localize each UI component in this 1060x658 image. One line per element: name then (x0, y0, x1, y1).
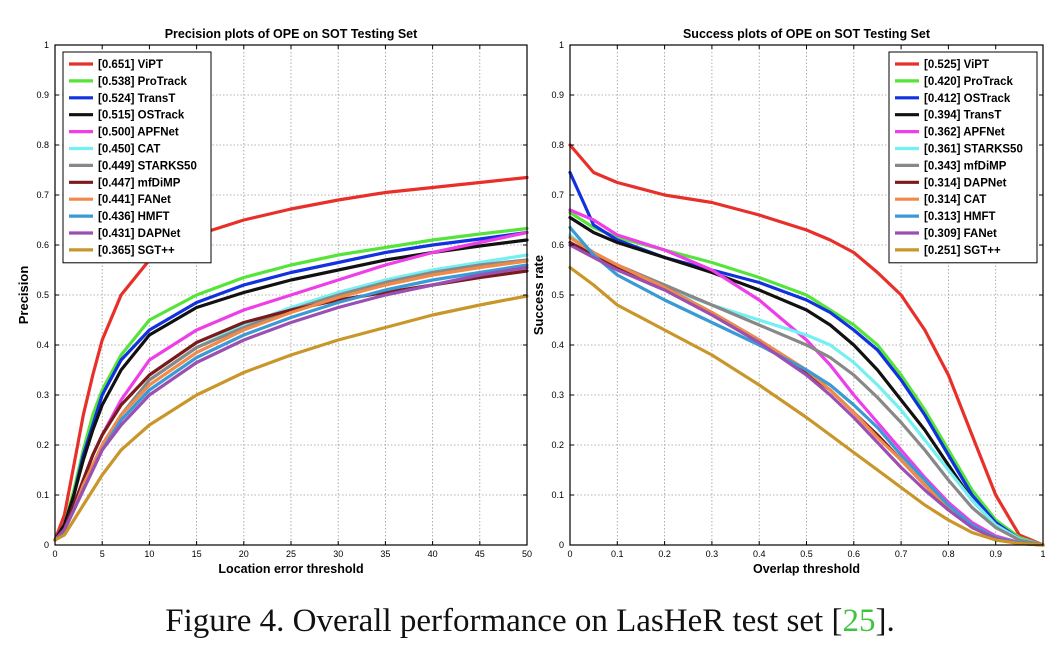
y-tick-label: 0.3 (36, 390, 49, 400)
x-tick-label: 0 (567, 549, 572, 559)
y-axis-label: Success rate (531, 255, 546, 335)
legend-box (62, 51, 212, 264)
y-tick-label: 0.5 (36, 290, 49, 300)
chart-2: 0 0.1 0.2 0.3 0.4 0.5 0.6 0.7 0.8 0.9 1 0 0.1 0.2 0.3 0… (531, 27, 1046, 576)
x-tick-label: 0.8 (942, 549, 955, 559)
legend-label: [0.365] SGT++ (98, 245, 175, 257)
legend-label: [0.314] DAPNet (924, 177, 1007, 189)
x-tick-label: 25 (286, 549, 296, 559)
y-tick-label: 0.8 (36, 140, 49, 150)
caption-suffix: ]. (875, 603, 895, 639)
legend-label: [0.525] ViPT (924, 59, 989, 71)
caption-text: Figure 4. Overall performance on LasHeR … (165, 603, 843, 639)
y-tick-label: 0.4 (551, 340, 564, 350)
legend: [0.651] ViPT [0.538] ProTrack [0.524] Tran… (62, 51, 212, 264)
series-line-12 (568, 265, 1045, 547)
legend-box (888, 51, 1038, 264)
series-line-11 (53, 265, 529, 542)
legend-label: [0.515] OSTrack (98, 110, 185, 122)
y-tick-label: 0.7 (36, 190, 49, 200)
y-tick-label: 0.8 (551, 140, 564, 150)
x-tick-label: 0.6 (848, 549, 861, 559)
chart-1: 0 5 10 15 20 25 30 35 40 45 50 0 0.1 0.2 0.3 0.4 0.5 0.6 0… (16, 27, 532, 576)
legend-label: [0.447] mfDiMP (98, 177, 181, 189)
chart-title: Success plots of OPE on SOT Testing Set (683, 27, 931, 41)
y-tick-label: 0.6 (551, 240, 564, 250)
y-tick-label: 0.2 (551, 440, 564, 450)
x-tick-label: 1 (1040, 549, 1045, 559)
x-tick-label: 40 (428, 549, 438, 559)
x-tick-label: 10 (144, 549, 154, 559)
legend-label: [0.420] ProTrack (924, 76, 1013, 88)
series-line-11 (568, 243, 1045, 547)
x-axis-label: Location error threshold (218, 562, 363, 576)
y-tick-label: 1 (44, 40, 49, 50)
y-tick-label: 0.4 (36, 340, 49, 350)
x-tick-label: 45 (475, 549, 485, 559)
y-tick-label: 0.5 (551, 290, 564, 300)
legend-label: [0.651] ViPT (98, 59, 163, 71)
series-line-4 (53, 238, 529, 542)
y-tick-label: 0.6 (36, 240, 49, 250)
x-tick-label: 0.9 (989, 549, 1002, 559)
legend-label: [0.436] HMFT (98, 211, 170, 223)
x-tick-label: 0.1 (611, 549, 624, 559)
legend-label: [0.431] DAPNet (98, 228, 181, 240)
y-tick-label: 0.3 (551, 390, 564, 400)
legend-label: [0.343] mfDiMP (924, 160, 1007, 172)
y-tick-label: 1 (559, 40, 564, 50)
series-line-10 (568, 225, 1045, 547)
y-tick-label: 0 (559, 540, 564, 550)
chart-title: Precision plots of OPE on SOT Testing Se… (165, 27, 418, 41)
legend-label: [0.500] APFNet (98, 127, 179, 139)
legend-label: [0.538] ProTrack (98, 76, 187, 88)
y-axis-label: Precision (16, 266, 31, 325)
y-tick-label: 0.2 (36, 440, 49, 450)
series-line-5 (568, 208, 1045, 547)
legend-label: [0.314] CAT (924, 194, 986, 206)
series-line-12 (53, 294, 529, 542)
legend-label: [0.251] SGT++ (924, 245, 1001, 257)
legend-label: [0.441] FANet (98, 194, 171, 206)
x-tick-label: 5 (100, 549, 105, 559)
legend-label: [0.449] STARKS50 (98, 160, 197, 172)
y-tick-label: 0.1 (551, 490, 564, 500)
x-tick-label: 50 (522, 549, 532, 559)
legend-label: [0.309] FANet (924, 228, 997, 240)
y-tick-label: 0.7 (551, 190, 564, 200)
figure-caption: Figure 4. Overall performance on LasHeR … (0, 603, 1060, 640)
x-tick-label: 15 (192, 549, 202, 559)
legend-label: [0.412] OSTrack (924, 93, 1011, 105)
x-tick-label: 0.5 (800, 549, 813, 559)
legend-label: [0.524] TransT (98, 93, 175, 105)
y-tick-label: 0 (44, 540, 49, 550)
y-tick-label: 0.1 (36, 490, 49, 500)
legend-label: [0.313] HMFT (924, 211, 996, 223)
legend-label: [0.450] CAT (98, 144, 160, 156)
legend-label: [0.394] TransT (924, 110, 1001, 122)
y-tick-label: 0.9 (551, 90, 564, 100)
x-tick-label: 0.3 (706, 549, 719, 559)
x-tick-label: 0.7 (895, 549, 908, 559)
legend-label: [0.361] STARKS50 (924, 144, 1023, 156)
x-tick-label: 30 (333, 549, 343, 559)
x-tick-label: 0 (52, 549, 57, 559)
legend-label: [0.362] APFNet (924, 127, 1005, 139)
x-tick-label: 0.4 (753, 549, 766, 559)
x-tick-label: 0.2 (658, 549, 671, 559)
x-tick-label: 20 (239, 549, 249, 559)
x-tick-label: 35 (380, 549, 390, 559)
series-line-1 (568, 143, 1045, 547)
legend: [0.525] ViPT [0.420] ProTrack [0.412] OSTr… (888, 51, 1038, 264)
y-tick-label: 0.9 (36, 90, 49, 100)
caption-citation[interactable]: 25 (842, 603, 876, 639)
x-axis-label: Overlap threshold (753, 562, 860, 576)
